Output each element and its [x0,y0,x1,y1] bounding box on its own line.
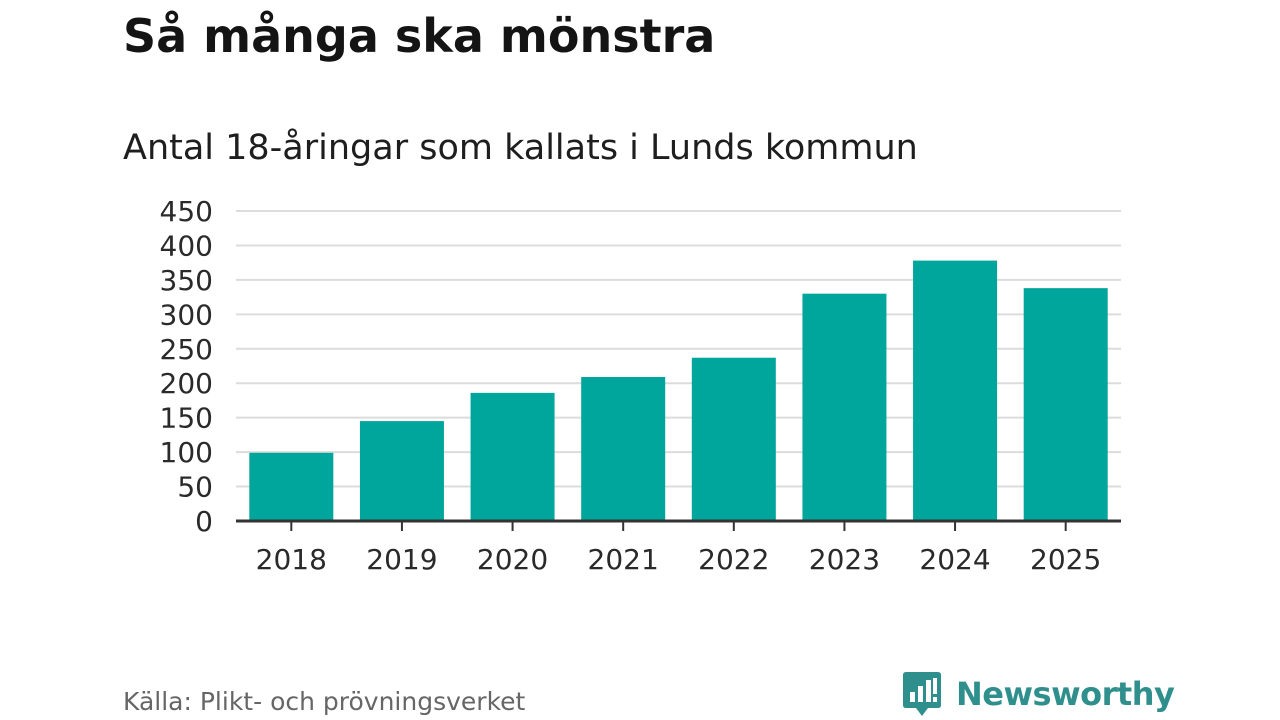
bar-2025 [1023,288,1108,521]
y-tick-label: 100 [160,436,213,469]
logo-wordmark: Newsworthy [956,675,1175,713]
x-tick-label: 2024 [919,543,990,576]
y-tick-label: 300 [160,298,213,331]
x-tick-label: 2023 [809,543,880,576]
newsworthy-logo-icon [903,672,941,716]
x-tick-label: 2022 [698,543,769,576]
x-tick-label: 2025 [1030,543,1101,576]
bars [249,260,1108,521]
bar-2018 [249,452,334,521]
source-note: Källa: Plikt- och prövningsverket [123,687,526,716]
newsworthy-logo: Newsworthy [902,669,1175,719]
y-tick-label: 200 [160,367,213,400]
chart-subtitle: Antal 18-åringar som kallats i Lunds kom… [123,128,918,168]
bar-2023 [802,293,887,521]
x-tick-label: 2018 [256,543,327,576]
x-axis [236,519,1121,531]
x-tick-label: 2019 [366,543,437,576]
y-tick-label: 0 [195,505,213,538]
bar-2024 [913,260,998,521]
chart-title: Så många ska mönstra [123,9,716,63]
x-tick-label: 2020 [477,543,548,576]
x-tick-labels: 2018 2019 2020 2021 2022 2023 2024 2025 [256,543,1102,576]
y-tick-label: 350 [160,264,213,297]
x-tick-label: 2021 [588,543,659,576]
y-tick-label: 400 [160,229,213,262]
bar-2022 [691,357,776,521]
bar-2021 [581,377,666,521]
y-tick-label: 50 [177,471,213,504]
bar-2019 [359,421,444,521]
y-tick-label: 150 [160,402,213,435]
bar-2020 [470,392,555,521]
y-tick-label: 450 [160,195,213,228]
y-tick-label: 250 [160,333,213,366]
